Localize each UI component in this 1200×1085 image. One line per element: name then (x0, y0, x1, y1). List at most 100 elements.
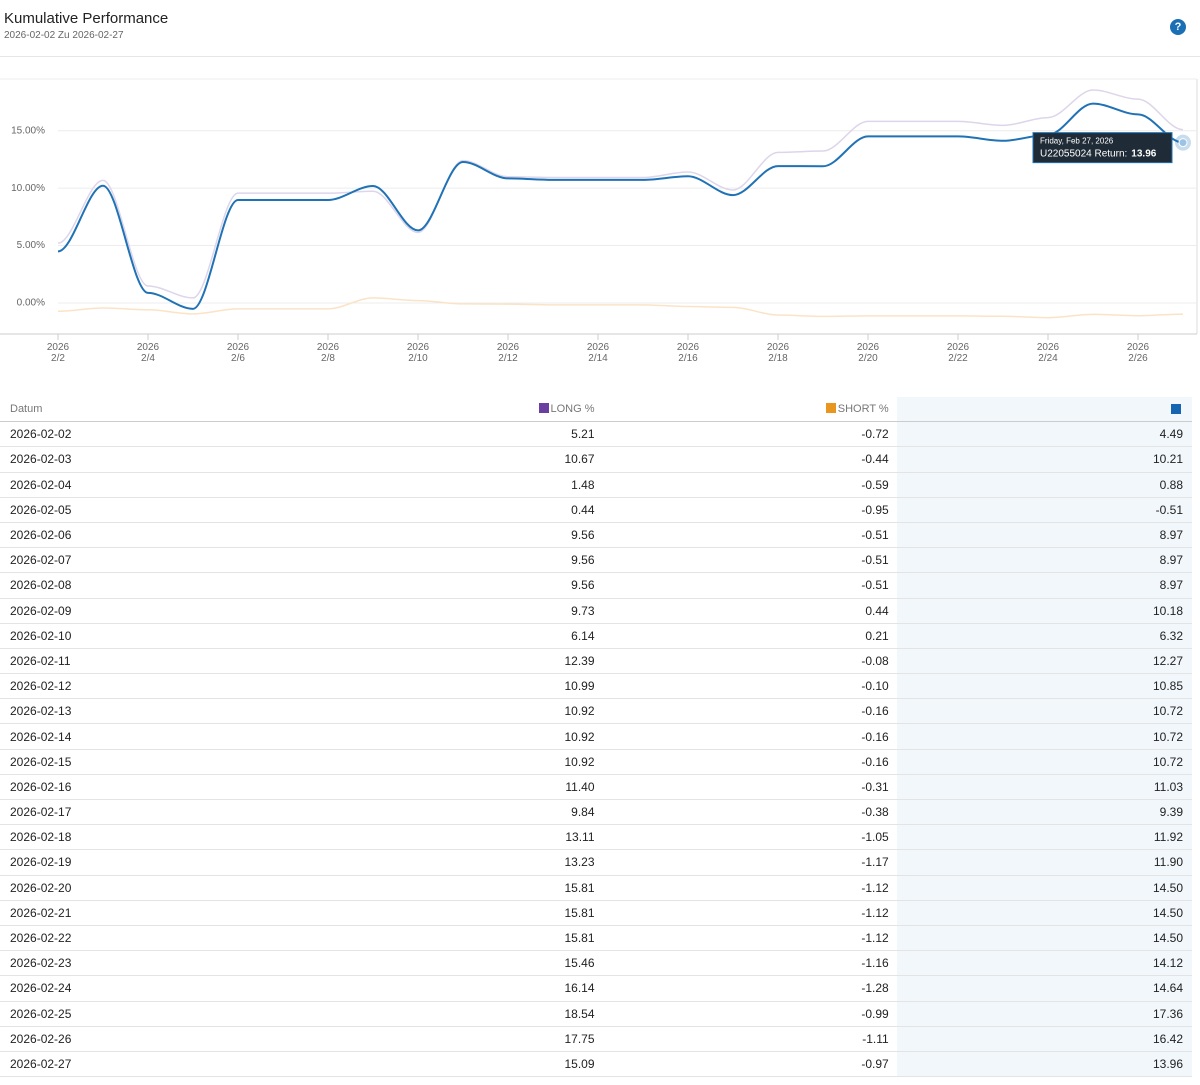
x-tick-label: 2026 2/20 (857, 342, 880, 364)
value-cell: 15.46 (564, 956, 595, 971)
value-cell: 9.84 (571, 805, 595, 820)
value-cell: 17.75 (564, 1031, 595, 1046)
value-cell: 8.97 (896, 548, 1192, 573)
x-tick-label: 2026 2/22 (947, 342, 970, 364)
tooltip-date: Friday, Feb 27, 2026 (1040, 137, 1114, 146)
value-cell: 13.96 (896, 1051, 1192, 1077)
value-cell: 6.32 (896, 623, 1192, 648)
date-cell: 2026-02-20 (10, 880, 72, 895)
x-tick-label: 2026 2/18 (767, 342, 790, 364)
y-tick-label: 5.00% (17, 240, 45, 251)
value-cell: 16.42 (896, 1026, 1192, 1051)
value-cell: 15.81 (564, 880, 595, 895)
value-cell: 10.72 (896, 724, 1192, 749)
value-cell: 14.50 (896, 900, 1192, 925)
tooltip: Friday, Feb 27, 2026 U22055024 Return: 13.… (1032, 132, 1173, 164)
table-row: 2026-02-27 15.09 -0.97 13.96 (0, 1051, 1192, 1078)
value-cell: -1.05 (861, 830, 889, 845)
value-cell: 10.72 (896, 699, 1192, 724)
value-cell: -0.95 (861, 502, 889, 517)
value-cell: 11.03 (896, 774, 1192, 799)
x-tick-label: 2026 2/24 (1037, 342, 1060, 364)
value-cell: 11.40 (565, 779, 595, 794)
value-cell: -0.08 (861, 653, 889, 668)
value-cell: 13.23 (564, 855, 595, 870)
value-cell: 11.92 (896, 825, 1192, 850)
table-row: 2026-02-08 9.56 -0.51 8.97 (0, 573, 1192, 599)
date-cell: 2026-02-21 (10, 905, 72, 920)
value-cell: -1.12 (861, 931, 889, 946)
value-cell: 9.56 (571, 528, 595, 543)
series-line (57, 102, 1184, 310)
value-cell: 0.44 (571, 502, 595, 517)
table-row: 2026-02-10 6.14 0.21 6.32 (0, 623, 1192, 649)
value-cell: -0.44 (861, 452, 889, 467)
date-cell: 2026-02-19 (10, 855, 72, 870)
legend-swatch (538, 403, 549, 414)
value-cell: -0.72 (861, 427, 889, 442)
value-cell: 10.99 (564, 679, 595, 694)
x-tick-label: 2026 2/2 (47, 342, 70, 364)
y-tick-label: 10.00% (11, 183, 45, 194)
value-cell: 10.92 (564, 704, 595, 719)
date-cell: 2026-02-14 (10, 729, 72, 744)
separator (0, 56, 1200, 57)
value-cell: 10.85 (896, 674, 1192, 699)
value-cell: 6.14 (571, 628, 595, 643)
value-cell: -0.51 (861, 528, 889, 543)
legend-label: SHORT % (837, 403, 889, 416)
chart: 0.00% 5.00% 10.00% 15.00% 2026 2/2 2026 2/4 2026… (0, 78, 1198, 364)
value-cell: -1.16 (861, 956, 889, 971)
value-cell: -1.17 (861, 855, 889, 870)
value-cell: 15.09 (564, 1056, 595, 1071)
value-cell: 10.67 (564, 452, 595, 467)
table-row: 2026-02-20 15.81 -1.12 14.50 (0, 875, 1192, 901)
value-cell: 1.48 (571, 477, 595, 492)
value-cell: -1.11 (862, 1031, 889, 1046)
series-line (57, 89, 1184, 299)
value-cell: 14.12 (896, 951, 1192, 976)
value-cell: 0.44 (865, 603, 889, 618)
tooltip-label: U22055024 Return: (1040, 148, 1127, 159)
table-row: 2026-02-23 15.46 -1.16 14.12 (0, 951, 1192, 977)
table-row: 2026-02-14 10.92 -0.16 10.72 (0, 724, 1192, 750)
value-cell: -1.12 (861, 905, 889, 920)
value-cell: 10.18 (896, 598, 1192, 623)
table-row: 2026-02-12 10.99 -0.10 10.85 (0, 674, 1192, 700)
tooltip-text: U22055024 Return: 13.96 (1040, 148, 1157, 159)
table-row: 2026-02-26 17.75 -1.11 16.42 (0, 1026, 1192, 1052)
value-cell: -0.16 (861, 729, 889, 744)
value-cell: -0.31 (861, 779, 889, 794)
value-cell: 17.36 (896, 1001, 1192, 1026)
value-cell: -0.99 (861, 1006, 889, 1021)
table-row: 2026-02-25 18.54 -0.99 17.36 (0, 1001, 1192, 1027)
legend-swatch (825, 403, 836, 414)
table-row: 2026-02-15 10.92 -0.16 10.72 (0, 749, 1192, 775)
x-tick-label: 2026 2/12 (497, 342, 520, 364)
x-tick-label: 2026 2/6 (227, 342, 250, 364)
column-header: SHORT % (595, 403, 889, 415)
value-cell: -0.51 (861, 553, 889, 568)
table-row: 2026-02-13 10.92 -0.16 10.72 (0, 699, 1192, 725)
x-tick-label: 2026 2/26 (1127, 342, 1150, 364)
column-header: LONG % (456, 403, 595, 415)
value-cell: 9.56 (571, 553, 595, 568)
legend-label: LONG % (550, 403, 595, 416)
value-cell: 9.56 (571, 578, 595, 593)
table: Datum LONG % SHORT % 2026-02-02 5.21 -0.72 4.4… (0, 397, 1192, 1078)
value-cell: -0.16 (861, 754, 889, 769)
value-cell: 0.21 (865, 628, 889, 643)
title: Kumulative Performance (4, 10, 169, 27)
date-cell: 2026-02-13 (10, 704, 72, 719)
table-row: 2026-02-17 9.84 -0.38 9.39 (0, 800, 1192, 826)
tooltip-box (1032, 132, 1173, 164)
value-cell: 16.14 (564, 981, 595, 996)
value-cell: 0.88 (896, 472, 1192, 497)
table-row: 2026-02-18 13.11 -1.05 11.92 (0, 825, 1192, 851)
help-button[interactable]: ? (1170, 19, 1186, 35)
table-row: 2026-02-04 1.48 -0.59 0.88 (0, 472, 1192, 498)
date-cell: 2026-02-24 (10, 981, 72, 996)
date-cell: 2026-02-15 (10, 754, 72, 769)
value-cell: -0.59 (861, 477, 889, 492)
